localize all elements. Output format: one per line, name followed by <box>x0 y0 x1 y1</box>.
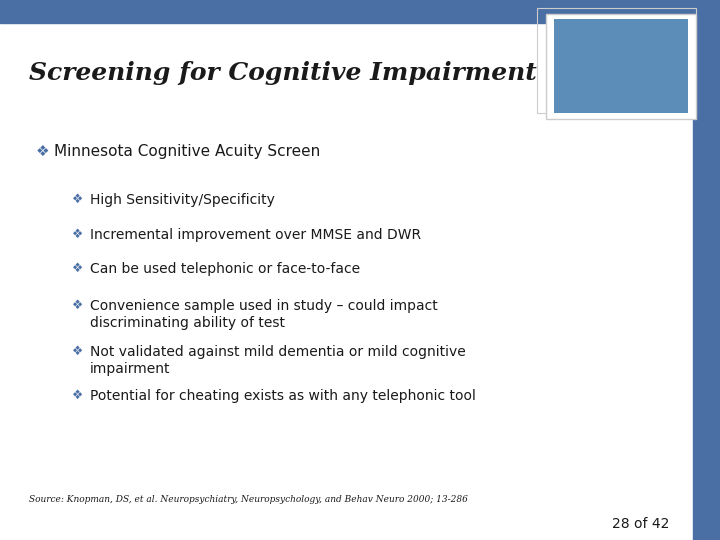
Text: High Sensitivity/Specificity: High Sensitivity/Specificity <box>90 193 275 207</box>
Text: Convenience sample used in study – could impact
discriminating ability of test: Convenience sample used in study – could… <box>90 299 438 330</box>
Text: ❖: ❖ <box>72 228 84 241</box>
Text: ❖: ❖ <box>72 262 84 275</box>
Bar <box>693 0 720 540</box>
Text: ❖: ❖ <box>72 193 84 206</box>
Text: Not validated against mild dementia or mild cognitive
impairment: Not validated against mild dementia or m… <box>90 345 466 376</box>
Text: Potential for cheating exists as with any telephonic tool: Potential for cheating exists as with an… <box>90 389 476 403</box>
Text: ❖: ❖ <box>72 345 84 357</box>
Bar <box>0 0 693 23</box>
Text: Minnesota Cognitive Acuity Screen: Minnesota Cognitive Acuity Screen <box>54 144 320 159</box>
Text: Source: Knopman, DS, et al. Neuropsychiatry, Neuropsychology, and Behav Neuro 20: Source: Knopman, DS, et al. Neuropsychia… <box>29 495 468 504</box>
Text: ❖: ❖ <box>36 144 50 159</box>
Text: Incremental improvement over MMSE and DWR: Incremental improvement over MMSE and DW… <box>90 228 421 242</box>
Bar <box>546 14 696 119</box>
Text: ❖: ❖ <box>72 299 84 312</box>
Bar <box>554 19 688 113</box>
Text: 28 of 42: 28 of 42 <box>612 517 670 531</box>
Bar <box>537 8 696 113</box>
Text: Can be used telephonic or face-to-face: Can be used telephonic or face-to-face <box>90 262 360 276</box>
Text: ❖: ❖ <box>72 389 84 402</box>
Text: Screening for Cognitive Impairment: Screening for Cognitive Impairment <box>29 61 536 85</box>
